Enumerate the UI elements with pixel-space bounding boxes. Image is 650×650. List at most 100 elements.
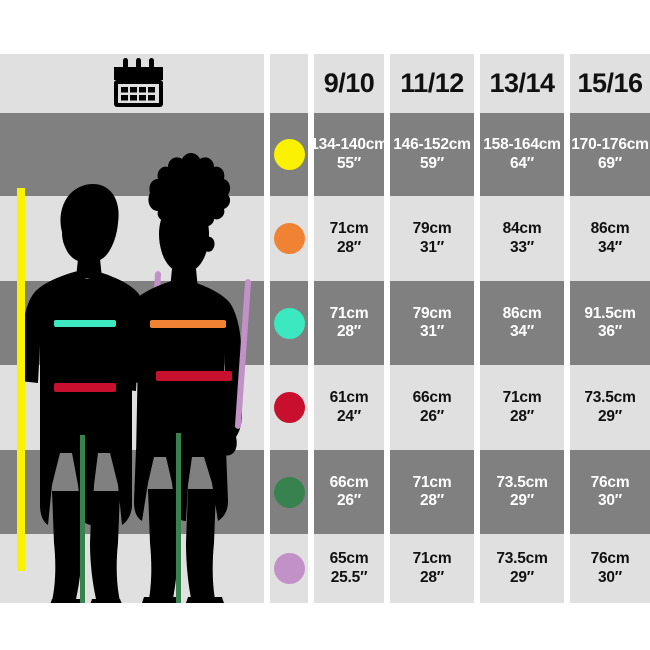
value-cm: 79cm bbox=[412, 304, 452, 322]
value-inch: 29″ bbox=[597, 407, 623, 425]
gutter-1 bbox=[264, 54, 270, 603]
cell-height-11-12: 146-152cm 59″ bbox=[390, 113, 474, 196]
dot-arm-length bbox=[273, 553, 305, 584]
cell-inseam-9-10: 66cm 26″ bbox=[314, 450, 384, 534]
value-cm: 91.5cm bbox=[584, 304, 636, 322]
value-inch: 64″ bbox=[509, 154, 535, 172]
value-cm: 76cm bbox=[590, 550, 630, 568]
header-size-9-10: 9/10 bbox=[323, 68, 375, 98]
header-size-13-14: 13/14 bbox=[489, 68, 555, 98]
value-inch: 24″ bbox=[336, 407, 362, 425]
value-inch: 30″ bbox=[597, 492, 623, 509]
cell-arm-13-14: 73.5cm 29″ bbox=[480, 534, 564, 603]
height-indicator-bar bbox=[17, 188, 25, 571]
value-inch: 34″ bbox=[509, 323, 535, 340]
gutter-2 bbox=[308, 54, 314, 603]
cell-chest-alt-11-12: 79cm 31″ bbox=[390, 281, 474, 365]
value-cm: 158-164cm bbox=[483, 136, 561, 154]
value-cm: 73.5cm bbox=[584, 389, 636, 407]
value-cm: 170-176cm bbox=[571, 136, 649, 154]
value-inch: 26″ bbox=[336, 492, 362, 509]
value-inch: 69″ bbox=[597, 154, 623, 172]
dot-height bbox=[273, 139, 305, 170]
value-cm: 71cm bbox=[502, 389, 542, 407]
cell-arm-11-12: 71cm 28″ bbox=[390, 534, 474, 603]
dot-inseam bbox=[273, 476, 305, 508]
cell-waist-13-14: 71cm 28″ bbox=[480, 365, 564, 450]
value-cm: 76cm bbox=[590, 473, 630, 491]
value-cm: 66cm bbox=[329, 473, 369, 491]
cell-height-13-14: 158-164cm 64″ bbox=[480, 113, 564, 196]
waist-indicator-boy bbox=[54, 383, 116, 392]
cell-waist-11-12: 66cm 26″ bbox=[390, 365, 474, 450]
waist-indicator-girl bbox=[156, 371, 232, 381]
cell-chest-15-16: 86cm 34″ bbox=[570, 196, 650, 281]
header-size-15-16: 15/16 bbox=[577, 68, 643, 98]
legend-dot-waist bbox=[270, 365, 308, 450]
gutter-3 bbox=[384, 54, 390, 603]
cell-chest-alt-13-14: 86cm 34″ bbox=[480, 281, 564, 365]
legend-dot-chest-alt bbox=[270, 281, 308, 365]
dot-chest-alt bbox=[273, 307, 305, 339]
band-header bbox=[0, 54, 650, 113]
value-inch: 55″ bbox=[336, 154, 362, 172]
value-inch: 31″ bbox=[419, 323, 445, 340]
value-inch: 29″ bbox=[509, 492, 535, 509]
value-cm: 61cm bbox=[329, 389, 369, 407]
value-cm: 65cm bbox=[329, 550, 369, 568]
cell-waist-15-16: 73.5cm 29″ bbox=[570, 365, 650, 450]
value-cm: 86cm bbox=[502, 304, 542, 322]
value-cm: 71cm bbox=[329, 220, 369, 238]
value-cm: 79cm bbox=[412, 220, 452, 238]
legend-dot-arm-length bbox=[270, 534, 308, 603]
inseam-indicator-boy bbox=[80, 435, 85, 603]
value-inch: 28″ bbox=[509, 407, 535, 425]
inseam-indicator-girl bbox=[176, 433, 181, 603]
value-inch: 29″ bbox=[509, 568, 535, 586]
value-cm: 73.5cm bbox=[496, 550, 548, 568]
legend-dot-chest bbox=[270, 196, 308, 281]
dot-chest bbox=[273, 223, 305, 254]
cell-chest-13-14: 84cm 33″ bbox=[480, 196, 564, 281]
value-inch: 28″ bbox=[336, 323, 362, 340]
header-size-11-12: 11/12 bbox=[400, 68, 464, 98]
value-inch: 33″ bbox=[509, 238, 535, 256]
value-inch: 28″ bbox=[419, 492, 445, 509]
value-inch: 59″ bbox=[419, 154, 445, 172]
gutter-4 bbox=[474, 54, 480, 603]
value-inch: 26″ bbox=[419, 407, 445, 425]
value-inch: 34″ bbox=[597, 238, 623, 256]
value-cm: 146-152cm bbox=[393, 136, 471, 154]
boy-silhouette bbox=[20, 183, 152, 603]
chest-indicator-girl bbox=[150, 320, 226, 328]
cell-arm-9-10: 65cm 25.5″ bbox=[314, 534, 384, 603]
value-inch: 30″ bbox=[597, 568, 623, 586]
legend-dot-inseam bbox=[270, 450, 308, 534]
cell-inseam-13-14: 73.5cm 29″ bbox=[480, 450, 564, 534]
cell-arm-15-16: 76cm 30″ bbox=[570, 534, 650, 603]
arm-length-indicator-girl bbox=[234, 279, 252, 429]
cell-waist-9-10: 61cm 24″ bbox=[314, 365, 384, 450]
value-inch: 36″ bbox=[597, 323, 623, 340]
cell-height-15-16: 170-176cm 69″ bbox=[570, 113, 650, 196]
legend-dot-height bbox=[270, 113, 308, 196]
cell-inseam-15-16: 76cm 30″ bbox=[570, 450, 650, 534]
cell-chest-alt-9-10: 71cm 28″ bbox=[314, 281, 384, 365]
value-inch: 28″ bbox=[336, 238, 362, 256]
dot-waist bbox=[273, 392, 305, 423]
calendar-icon bbox=[112, 58, 166, 108]
value-cm: 71cm bbox=[329, 304, 369, 322]
value-cm: 71cm bbox=[412, 473, 452, 491]
cell-chest-9-10: 71cm 28″ bbox=[314, 196, 384, 281]
value-cm: 73.5cm bbox=[496, 473, 548, 491]
gutter-5 bbox=[564, 54, 570, 603]
band-row-1 bbox=[0, 113, 650, 196]
cell-chest-11-12: 79cm 31″ bbox=[390, 196, 474, 281]
value-cm: 66cm bbox=[412, 389, 452, 407]
value-inch: 25.5″ bbox=[330, 568, 368, 586]
value-cm: 71cm bbox=[412, 550, 452, 568]
value-cm: 134-140cm bbox=[310, 136, 388, 154]
chest-indicator-boy bbox=[54, 320, 116, 327]
cell-inseam-11-12: 71cm 28″ bbox=[390, 450, 474, 534]
